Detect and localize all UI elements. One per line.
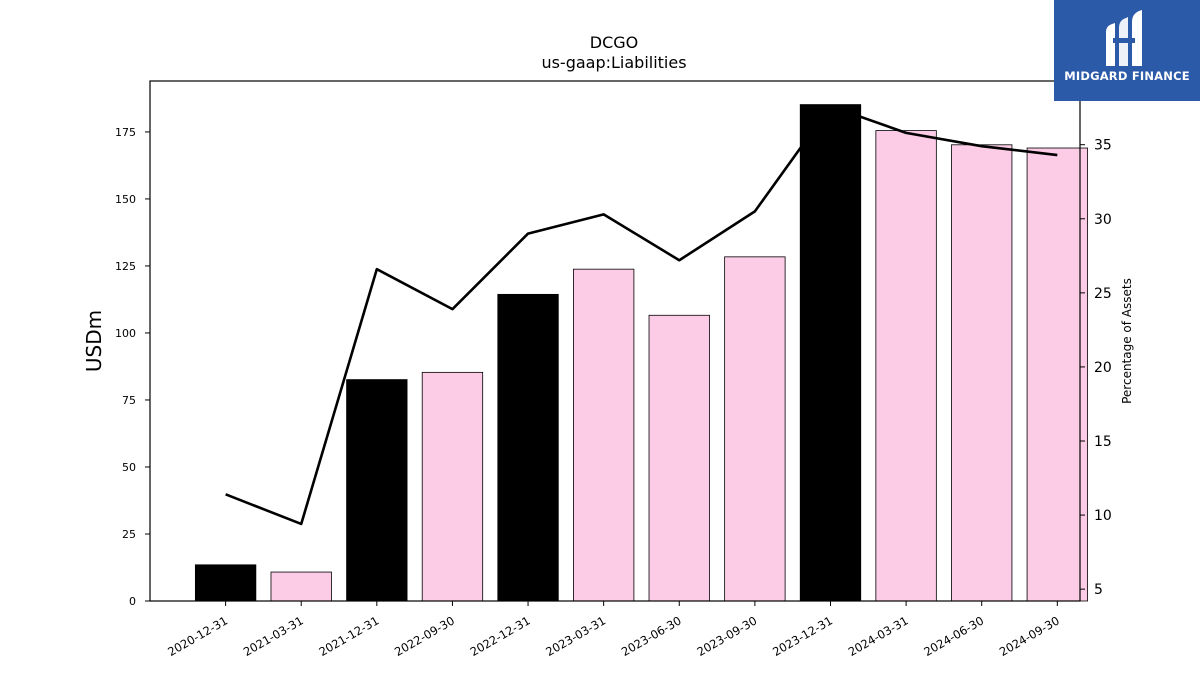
bar-2020-12-31 xyxy=(194,564,257,602)
y2-axis-ticks: 5 10 15 20 25 30 35 xyxy=(1080,138,1112,598)
y-tick-label: 50 xyxy=(122,461,136,474)
logo-text: MIDGARD FINANCE xyxy=(1064,69,1190,83)
y2-tick-label: 20 xyxy=(1094,360,1112,376)
y-tick-label: 125 xyxy=(115,260,136,273)
bar-2021-03-31 xyxy=(270,571,332,602)
x-tick-label: 2023-06-30 xyxy=(619,613,684,659)
bar-2022-09-30 xyxy=(421,371,484,602)
x-tick-label: 2024-03-31 xyxy=(846,613,911,659)
bar-2022-12-31 xyxy=(497,293,559,602)
chart-title: DCGO xyxy=(590,33,638,52)
bar-2024-09-30 xyxy=(1026,147,1088,602)
midgard-finance-logo: MIDGARD FINANCE xyxy=(1054,0,1200,101)
x-tick-label: 2022-09-30 xyxy=(392,613,457,659)
y2-tick-label: 35 xyxy=(1094,138,1112,154)
x-tick-label: 2021-12-31 xyxy=(316,613,381,659)
bar-2023-06-30 xyxy=(648,314,710,602)
y2-tick-label: 30 xyxy=(1094,212,1112,228)
y2-axis-label: Percentage of Assets xyxy=(1120,278,1134,404)
x-tick-label: 2020-12-31 xyxy=(165,613,230,659)
x-tick-label: 2023-09-30 xyxy=(694,613,759,659)
x-tick-label: 2022-12-31 xyxy=(468,613,533,659)
y-tick-label: 25 xyxy=(122,528,136,541)
y2-tick-label: 25 xyxy=(1094,286,1112,302)
x-tick-label: 2021-03-31 xyxy=(241,613,306,659)
x-tick-label: 2023-03-31 xyxy=(543,613,608,659)
y-tick-label: 150 xyxy=(115,193,136,206)
y2-tick-label: 15 xyxy=(1094,434,1112,450)
y-axis-ticks: 0 25 50 75 100 125 150 175 xyxy=(115,126,150,608)
line-layer xyxy=(225,104,1058,526)
bar-2024-03-31 xyxy=(875,130,937,602)
plot-frame xyxy=(149,80,1081,602)
bar-2021-12-31 xyxy=(346,379,408,602)
bar-2023-03-31 xyxy=(573,268,635,602)
x-tick-label: 2024-09-30 xyxy=(997,613,1062,659)
y-tick-label: 100 xyxy=(115,327,136,340)
midgard-logo-icon xyxy=(1106,10,1142,66)
y2-tick-label: 5 xyxy=(1094,582,1103,598)
x-tick-label: 2024-06-30 xyxy=(921,613,986,659)
y-axis-label: USDm xyxy=(82,310,106,372)
percentage-of-assets-line xyxy=(225,104,1058,526)
bar-2023-09-30 xyxy=(724,256,786,602)
bars-layer xyxy=(194,104,1088,602)
y-tick-label: 0 xyxy=(129,595,136,608)
y-tick-label: 175 xyxy=(115,126,136,139)
bar-2023-12-31 xyxy=(799,104,862,602)
bar-2024-06-30 xyxy=(951,144,1013,602)
x-axis-ticks: 2020-12-31 2021-03-31 2021-12-31 2022-09-30… xyxy=(165,601,1062,659)
y2-tick-label: 10 xyxy=(1094,508,1112,524)
x-tick-label: 2023-12-31 xyxy=(770,613,835,659)
chart-subtitle: us-gaap:Liabilities xyxy=(541,53,686,72)
y-tick-label: 75 xyxy=(122,394,136,407)
